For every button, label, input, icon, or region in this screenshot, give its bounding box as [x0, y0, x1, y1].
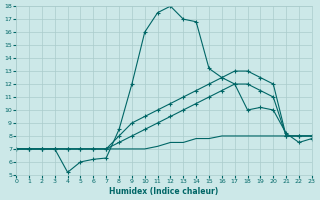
- X-axis label: Humidex (Indice chaleur): Humidex (Indice chaleur): [109, 187, 219, 196]
